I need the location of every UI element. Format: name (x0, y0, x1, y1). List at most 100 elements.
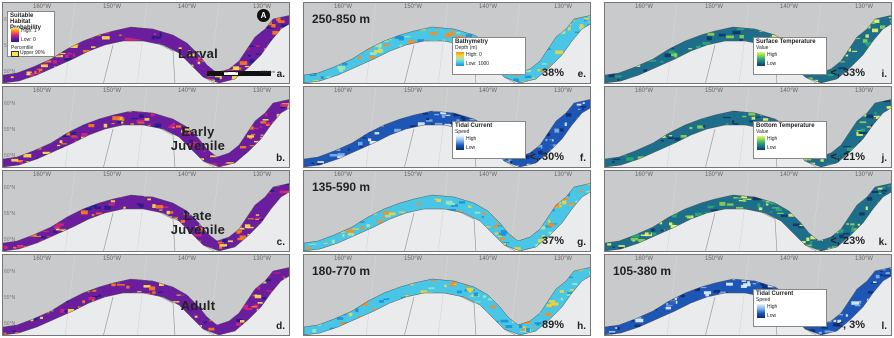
raster-cell (739, 39, 743, 42)
raster-cell (503, 242, 510, 244)
longitude-label: 140°W (479, 88, 498, 94)
raster-cell (276, 17, 281, 21)
raster-cell (738, 290, 742, 294)
longitude-label: 160°W (334, 172, 353, 178)
raster-cell (679, 52, 683, 57)
raster-cell (547, 223, 555, 227)
raster-cell (155, 205, 164, 209)
raster-cell (696, 45, 702, 50)
latitude-label: 55°N (4, 211, 16, 217)
raster-cell (541, 69, 545, 73)
raster-cell (189, 309, 193, 311)
raster-cell (227, 240, 233, 243)
scale-bar-label: 200 (221, 69, 228, 74)
latitude-label: 50°N (4, 69, 16, 75)
raster-cell (736, 206, 744, 211)
raster-cell (670, 224, 676, 229)
raster-cell (638, 322, 647, 325)
raster-cell (143, 285, 151, 287)
map-panel-d: 160°W 150°W 140°W 130°W 60°N 55°N 50°N Adult d. (2, 254, 290, 336)
raster-cell (503, 243, 506, 246)
raster-cell (324, 321, 329, 326)
graticule-line (437, 3, 449, 83)
raster-cell (525, 75, 532, 78)
raster-cell (581, 108, 585, 110)
legend-color-ramp (757, 136, 765, 150)
raster-cell (337, 66, 346, 70)
raster-cell (171, 215, 178, 218)
raster-cell (254, 140, 262, 143)
raster-cell (435, 122, 443, 127)
raster-cell (82, 49, 90, 53)
raster-cell (388, 212, 396, 216)
raster-cell (806, 237, 810, 241)
raster-cell (249, 59, 255, 64)
panel-letter: c. (276, 237, 285, 248)
panel-letter: e. (577, 69, 586, 80)
raster-cell (554, 39, 562, 44)
raster-cell (770, 202, 777, 205)
raster-cell (450, 282, 456, 287)
raster-cell (168, 124, 175, 129)
raster-cell (505, 325, 513, 328)
raster-cell (723, 116, 731, 119)
raster-cell (835, 148, 843, 152)
raster-cell (574, 19, 582, 23)
legend-color-ramp (456, 52, 464, 66)
raster-cell (770, 35, 773, 38)
panel-letter: i. (881, 69, 887, 80)
latitude-label: 55°N (4, 127, 16, 133)
raster-cell (465, 285, 469, 287)
raster-cell (482, 226, 491, 228)
raster-cell (788, 213, 796, 217)
raster-cell (247, 135, 254, 138)
raster-cell (3, 332, 7, 335)
raster-cell (36, 68, 43, 72)
raster-cell (871, 117, 876, 119)
raster-cell (561, 295, 564, 297)
map-legend: Bottom Temperature Value High Low (753, 121, 827, 159)
raster-cell (355, 308, 359, 313)
raster-cell (550, 144, 558, 147)
graticule-line (666, 255, 678, 335)
raster-cell (669, 135, 673, 137)
raster-cell (337, 155, 344, 159)
raster-cell (578, 190, 584, 193)
raster-cell (119, 34, 122, 37)
raster-cell (569, 25, 576, 27)
raster-cell (513, 78, 519, 82)
raster-cell (439, 30, 444, 34)
raster-cell (851, 228, 855, 232)
raster-cell (231, 66, 240, 71)
longitude-label: 140°W (178, 172, 197, 178)
raster-cell (159, 209, 163, 211)
longitude-label: 140°W (479, 256, 498, 262)
raster-cell (608, 331, 616, 333)
raster-cell (648, 59, 657, 62)
raster-cell (116, 284, 125, 286)
raster-cell (193, 227, 198, 230)
raster-cell (26, 71, 32, 76)
raster-cell (591, 115, 592, 117)
latitude-label: 50°N (4, 237, 16, 243)
legend-high-label: High (767, 52, 778, 58)
raster-cell (630, 238, 639, 241)
raster-cell (498, 232, 506, 236)
raster-cell (138, 203, 144, 208)
raster-cell (689, 126, 693, 130)
raster-cell (854, 129, 861, 131)
depth-range-label: 250-850 m (312, 12, 371, 26)
panel-letter: a. (276, 69, 285, 80)
longitude-label: 150°W (103, 172, 122, 178)
raster-cell (667, 136, 674, 140)
raster-cell (36, 69, 39, 74)
raster-cell (607, 243, 612, 246)
percentage-label: 37% (541, 235, 564, 247)
raster-cell (737, 196, 744, 198)
map-panel-a: 160°W150°W140°W130°W60°N55°N50°NLarvala.… (2, 2, 290, 84)
raster-cell (469, 118, 476, 121)
raster-cell (203, 321, 208, 324)
raster-cell (260, 121, 267, 124)
raster-cell (152, 291, 156, 294)
raster-cell (569, 276, 573, 279)
